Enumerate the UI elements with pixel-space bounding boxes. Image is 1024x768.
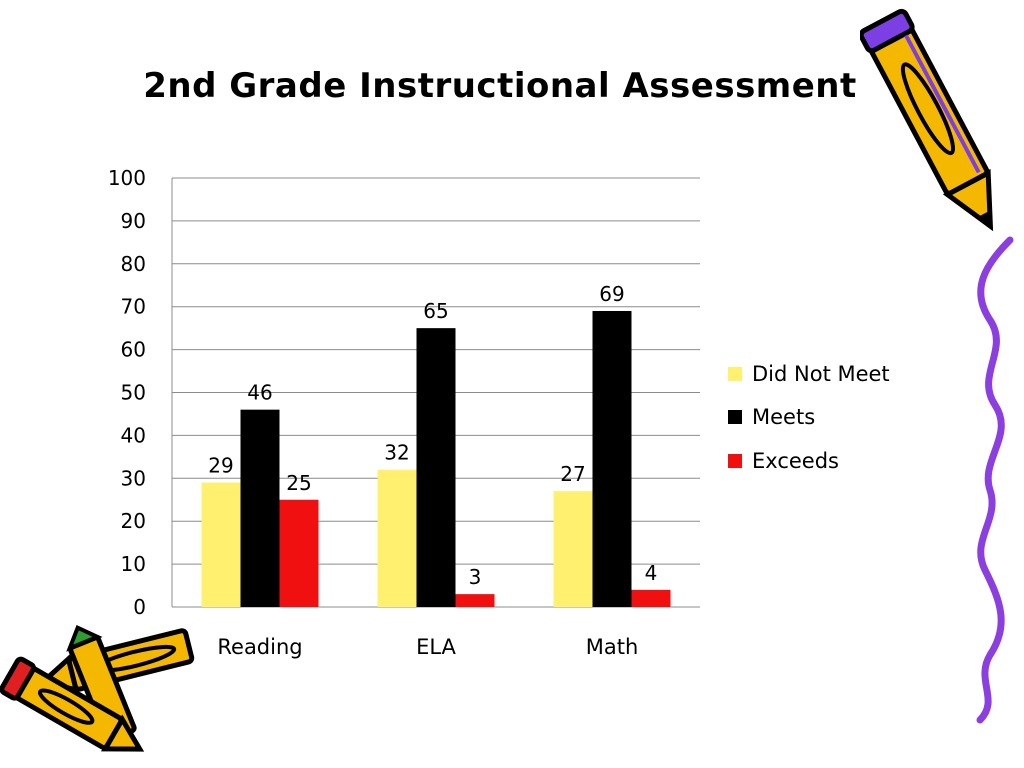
pencil-icon <box>860 8 994 232</box>
legend-swatch <box>728 410 742 425</box>
bar-exceeds-ela <box>455 594 495 607</box>
chart-data-labels: 29 46 25 32 65 3 27 69 4 <box>208 282 657 589</box>
data-label: 29 <box>208 454 233 478</box>
y-tick-label: 0 <box>133 595 146 619</box>
y-tick-label: 30 <box>121 466 146 490</box>
bar-exceeds-reading <box>279 499 319 607</box>
bar-did-not-meet-math <box>553 491 593 607</box>
y-tick-label: 50 <box>121 381 146 405</box>
bar-meets-reading <box>240 409 280 607</box>
legend-item: Exceeds <box>728 439 890 483</box>
x-category-label: ELA <box>416 635 456 659</box>
legend-label: Exceeds <box>752 448 839 473</box>
y-tick-label: 90 <box>121 209 146 233</box>
y-tick-label: 60 <box>121 338 146 362</box>
data-label: 25 <box>286 471 311 495</box>
squiggle-line-icon <box>976 236 1014 724</box>
legend-item: Did Not Meet <box>728 352 890 396</box>
chart-legend: Did Not Meet Meets Exceeds <box>728 352 890 483</box>
legend-swatch <box>728 453 742 468</box>
x-category-label: Math <box>586 635 639 659</box>
data-label: 27 <box>560 462 585 486</box>
data-label: 32 <box>384 441 409 465</box>
y-tick-label: 70 <box>121 295 146 319</box>
x-category-label: Reading <box>217 635 302 659</box>
slide-title: 2nd Grade Instructional Assessment <box>143 66 857 106</box>
y-tick-label: 40 <box>121 423 146 447</box>
legend-label: Meets <box>752 405 816 430</box>
pencil-icon <box>0 656 145 752</box>
data-label: 3 <box>469 565 482 589</box>
y-tick-label: 100 <box>108 166 146 190</box>
x-axis-category-labels: Reading ELA Math <box>217 635 638 659</box>
legend-label: Did Not Meet <box>752 361 890 386</box>
y-axis-tick-labels: 0 10 20 30 40 50 60 70 80 90 100 <box>108 166 146 619</box>
bar-meets-math <box>592 310 632 607</box>
chart-bars <box>201 310 671 607</box>
y-tick-label: 20 <box>121 509 146 533</box>
y-tick-label: 10 <box>121 552 146 576</box>
bar-did-not-meet-reading <box>201 482 241 607</box>
data-label: 46 <box>247 381 272 405</box>
data-label: 4 <box>645 561 658 585</box>
data-label: 65 <box>423 299 448 323</box>
bar-meets-ela <box>416 328 456 607</box>
legend-item: Meets <box>728 396 890 440</box>
legend-swatch <box>728 366 742 381</box>
y-tick-label: 80 <box>121 252 146 276</box>
bar-did-not-meet-ela <box>377 469 417 607</box>
bar-exceeds-math <box>631 589 671 607</box>
data-label: 69 <box>599 282 624 306</box>
